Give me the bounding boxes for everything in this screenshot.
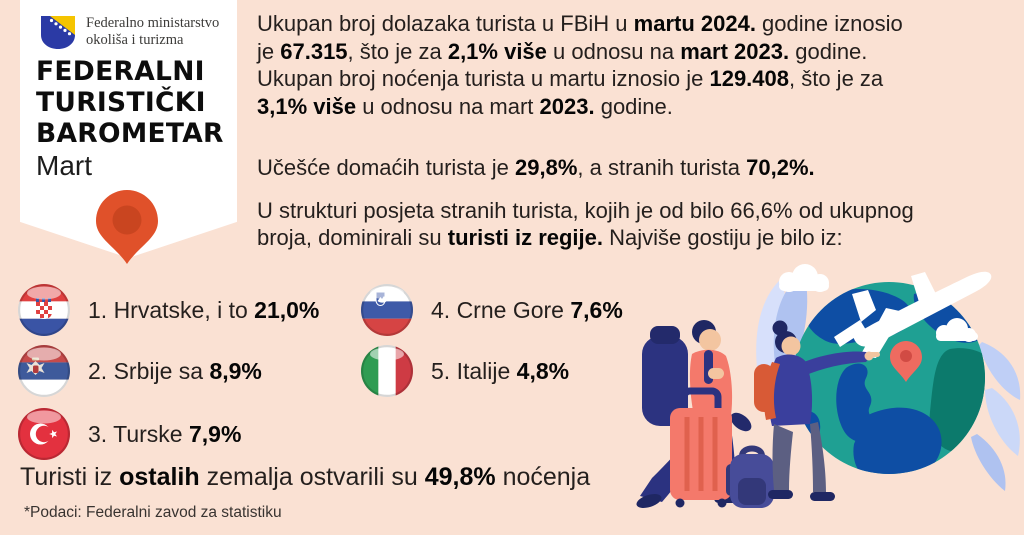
bih-coat-of-arms-icon: [41, 16, 75, 49]
turkey-flag-icon: [18, 408, 70, 460]
country-row-turkey: 3. Turske 7,9%: [18, 408, 241, 460]
title-ribbon: Federalno ministarstvo okoliša i turizma …: [20, 0, 237, 258]
country-row-serbia: 2. Srbije sa 8,9%: [18, 345, 262, 397]
page-title: FEDERALNI TURISTIČKI BAROMETAR: [36, 56, 224, 149]
structure-paragraph: U strukturi posjeta stranih turista, koj…: [257, 197, 914, 251]
country-label: 5. Italije 4,8%: [431, 357, 570, 384]
location-pin-icon: [96, 190, 158, 264]
share-paragraph: Učešće domaćih turista je 29,8%, a stran…: [257, 155, 815, 180]
serbia-flag-icon: [18, 345, 70, 397]
airplane-icon: [834, 271, 992, 358]
country-label: 3. Turske 7,9%: [88, 420, 242, 447]
summary-text: Ukupan broj dolazaka turista u FBiH u ma…: [257, 10, 914, 252]
globe-pin-icon: [890, 341, 922, 382]
other-countries-line: Turisti iz ostalih zemalja ostvarili su …: [20, 463, 591, 491]
arrivals-paragraph: Ukupan broj dolazaka turista u FBiH u ma…: [257, 11, 903, 119]
ministry-name: Federalno ministarstvo okoliša i turizma: [86, 15, 220, 48]
travelers-illustration: [636, 264, 1021, 508]
montenegro-flag-icon: [361, 284, 413, 336]
country-row-italy: 5. Italije 4,8%: [361, 345, 569, 397]
country-row-montenegro: 4. Crne Gore 7,6%: [361, 284, 623, 336]
croatia-flag-icon: [18, 284, 70, 336]
leaves-right-icon: [971, 342, 1021, 491]
country-label: 4. Crne Gore 7,6%: [431, 296, 623, 323]
cloud-icons: [779, 264, 978, 342]
data-source-footnote: *Podaci: Federalni zavod za statistiku: [24, 504, 282, 521]
report-month: Mart: [36, 150, 92, 181]
backpack-icon: [726, 445, 774, 508]
country-label: 1. Hrvatske, i to 21,0%: [88, 296, 320, 323]
italy-flag-icon: [361, 345, 413, 397]
suitcase-icon: [670, 387, 732, 508]
country-row-croatia: 1. Hrvatske, i to 21,0%: [18, 284, 319, 336]
tourist-woman-icon: [754, 320, 880, 501]
country-label: 2. Srbije sa 8,9%: [88, 357, 262, 384]
